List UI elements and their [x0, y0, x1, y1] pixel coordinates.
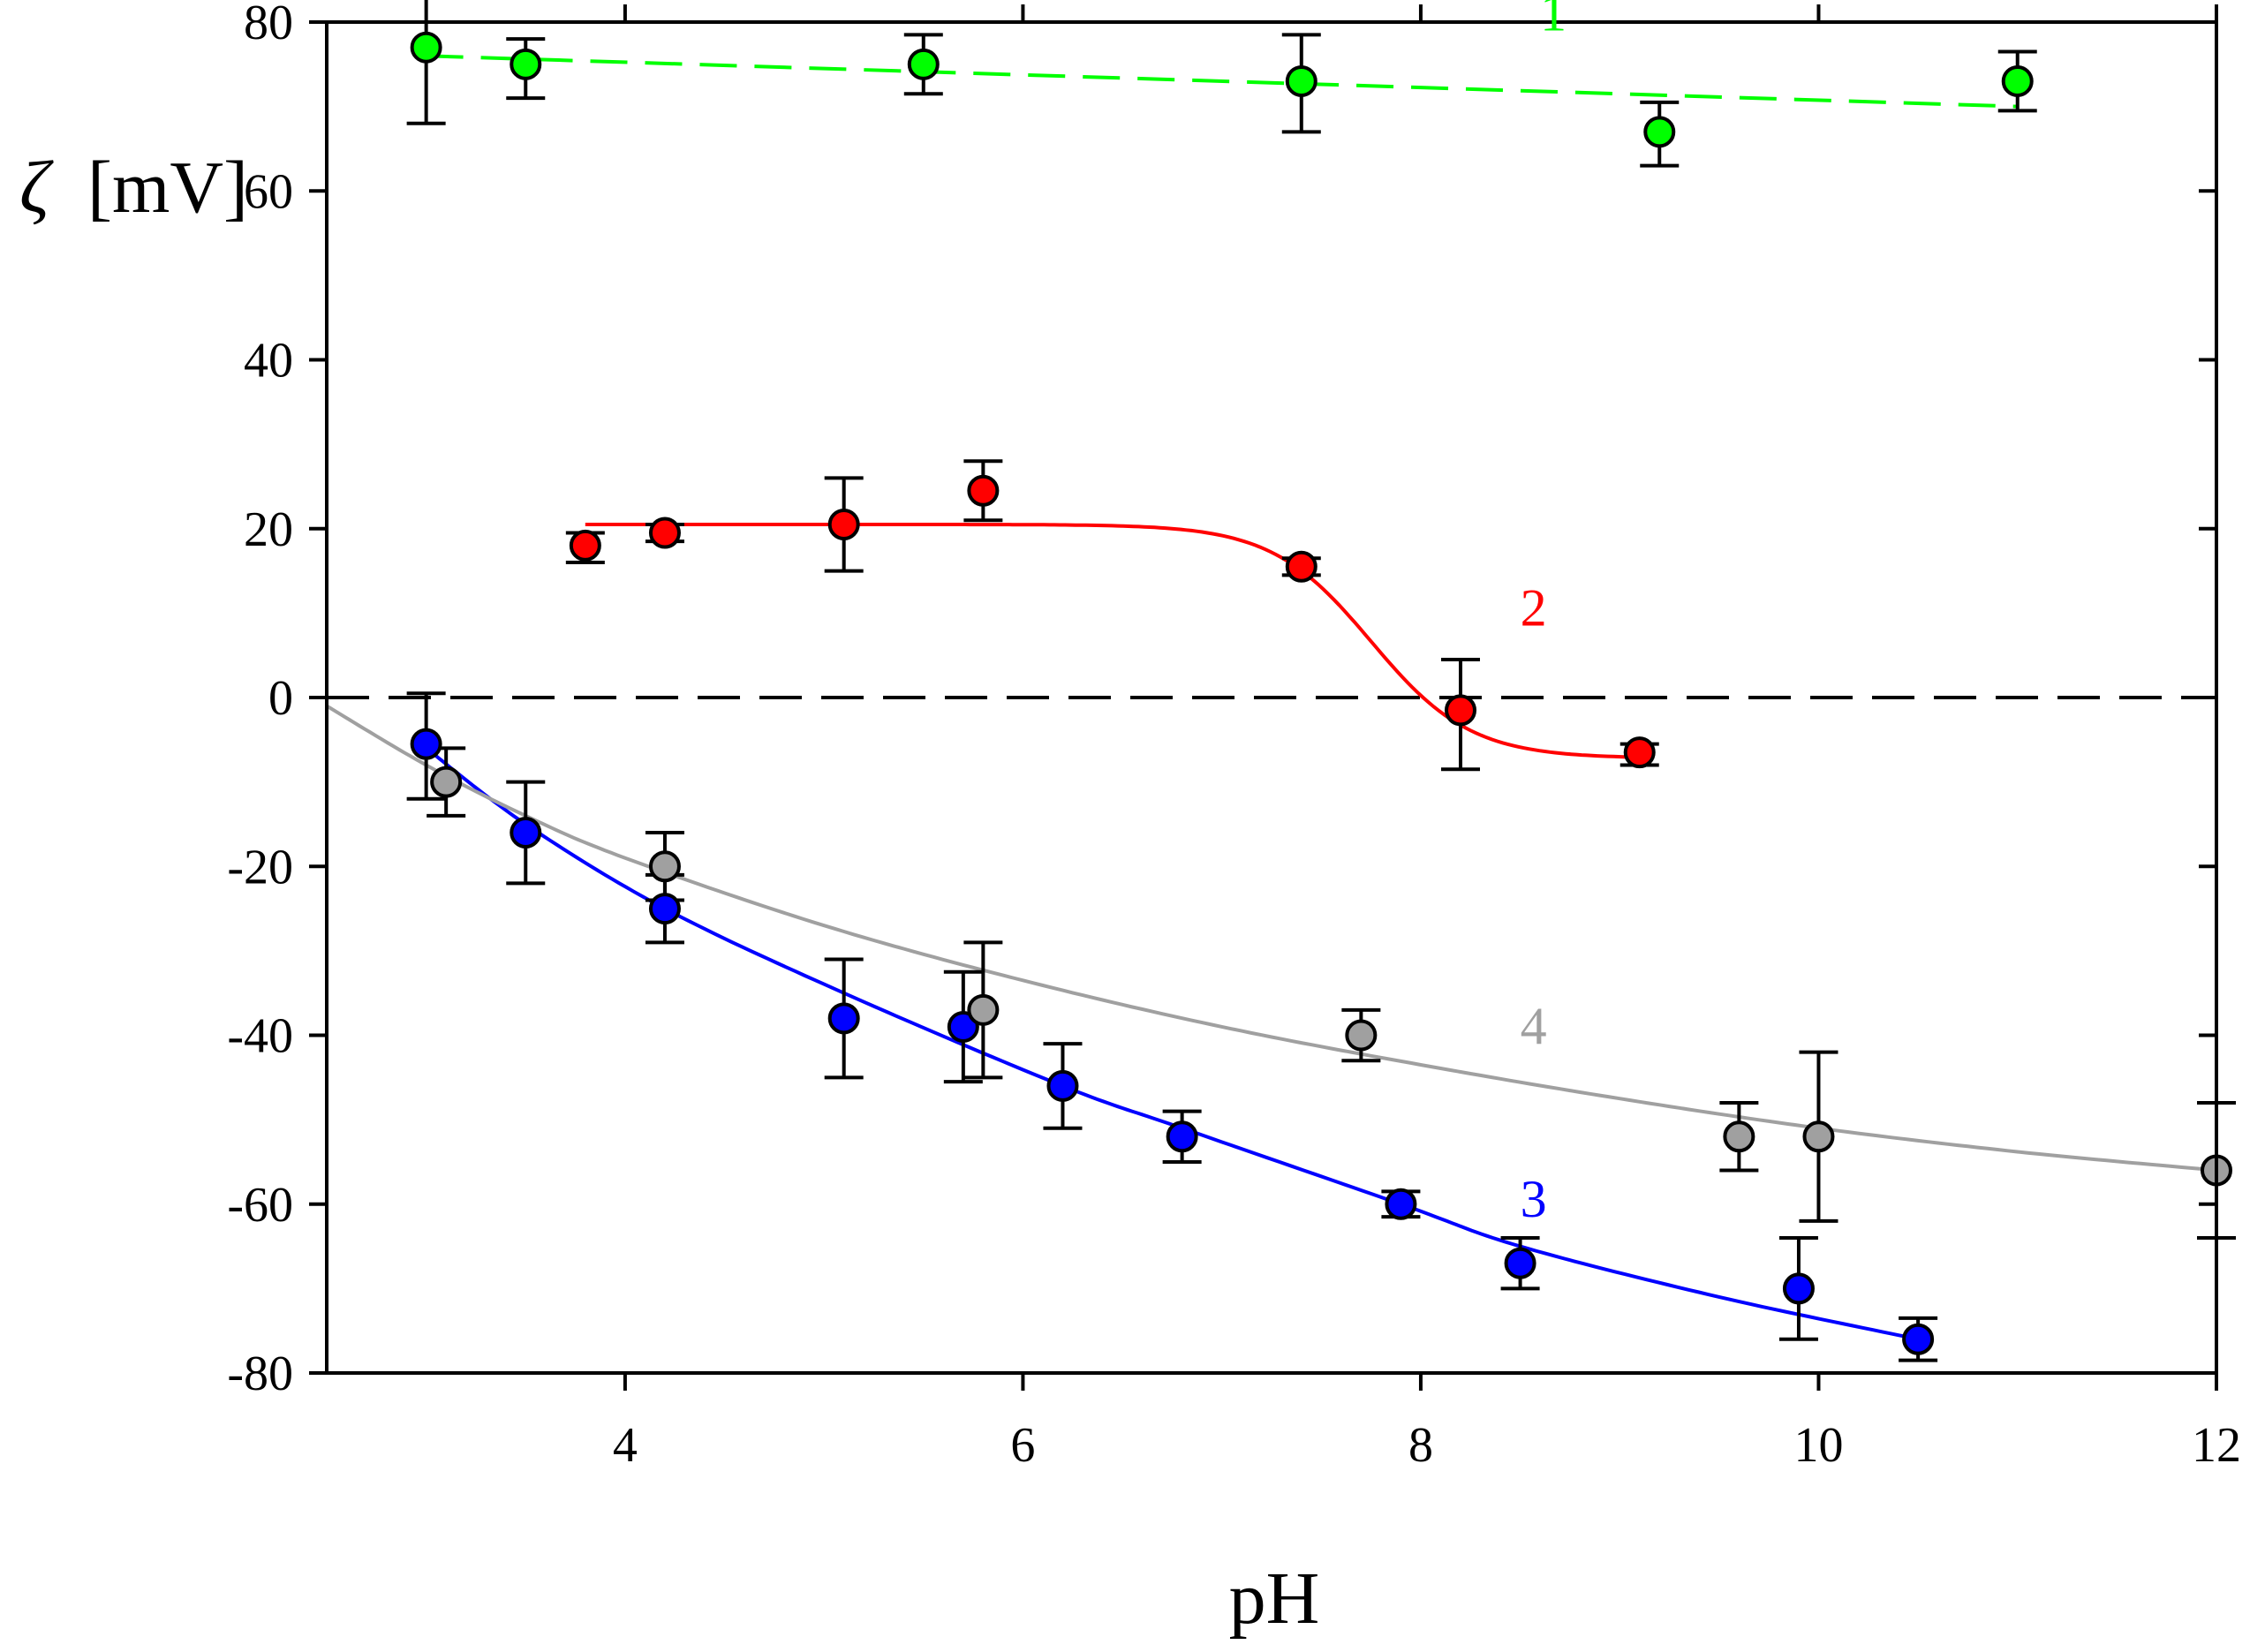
data-points: [410, 31, 2232, 1355]
data-point-series-3: [1902, 1323, 1935, 1355]
series-labels: 1 2 3 4: [1521, 0, 1567, 1228]
data-point-series-2: [648, 517, 681, 549]
data-point-series-1: [1643, 116, 1676, 148]
fit-curves: [325, 54, 2217, 1341]
fit-curve-series-3: [425, 746, 1919, 1341]
data-point-series-1: [907, 48, 940, 80]
data-point-series-2: [1623, 736, 1656, 769]
data-point-series-4: [967, 993, 1000, 1026]
y-tick-label: 20: [244, 502, 293, 557]
data-point-series-4: [648, 850, 681, 883]
y-tick-label: -80: [227, 1346, 293, 1401]
y-tick-label: -40: [227, 1009, 293, 1064]
y-tick-label: -20: [227, 840, 293, 894]
series-label-1: 1: [1540, 0, 1567, 42]
y-tick-label: 80: [244, 0, 293, 50]
x-tick-label: 4: [613, 1418, 638, 1473]
series-label-3: 3: [1521, 1170, 1547, 1228]
fit-curve-series-1: [426, 54, 2018, 109]
data-point-series-3: [1504, 1247, 1536, 1279]
data-point-series-3: [1046, 1069, 1079, 1102]
data-point-series-4: [1345, 1019, 1378, 1052]
x-tick-label: 8: [1408, 1418, 1433, 1473]
y-tick-label: 60: [244, 164, 293, 219]
data-point-series-3: [1166, 1120, 1198, 1153]
data-point-series-2: [967, 474, 1000, 507]
data-point-series-3: [947, 1010, 979, 1043]
fit-curve-series-2: [585, 523, 1640, 759]
x-tick-label: 12: [2192, 1418, 2241, 1473]
data-point-series-2: [569, 529, 601, 562]
y-tick-label: -60: [227, 1178, 293, 1233]
fit-curve-series-4: [325, 704, 2217, 1173]
data-point-series-2: [827, 508, 860, 540]
data-point-series-1: [1285, 64, 1317, 97]
x-tick-label: 6: [1010, 1418, 1035, 1473]
y-axis-unit: [mV]: [87, 147, 248, 229]
y-tick-label: 40: [244, 334, 293, 388]
data-point-series-1: [410, 31, 442, 64]
series-label-2: 2: [1521, 579, 1547, 637]
x-axis-title: pH: [1229, 1558, 1320, 1640]
data-point-series-2: [1445, 694, 1476, 727]
y-axis-symbol: ζ: [19, 147, 54, 229]
data-point-series-3: [410, 728, 442, 760]
data-point-series-3: [1385, 1188, 1417, 1220]
y-tick-label: 0: [268, 671, 293, 726]
x-tick-label: 10: [1793, 1418, 1843, 1473]
data-point-series-3: [510, 817, 542, 849]
data-point-series-4: [1723, 1120, 1755, 1153]
data-point-series-3: [827, 1002, 860, 1035]
data-point-series-3: [648, 893, 681, 925]
data-point-series-2: [1285, 550, 1317, 583]
data-point-series-4: [1802, 1120, 1835, 1153]
data-point-series-1: [510, 48, 542, 80]
series-label-4: 4: [1521, 997, 1547, 1055]
data-point-series-1: [2001, 64, 2034, 97]
data-point-series-3: [1782, 1272, 1815, 1305]
data-point-series-4: [430, 766, 463, 798]
error-bars: [406, 0, 2236, 1362]
y-axis-title: ζ [mV]: [19, 147, 248, 229]
